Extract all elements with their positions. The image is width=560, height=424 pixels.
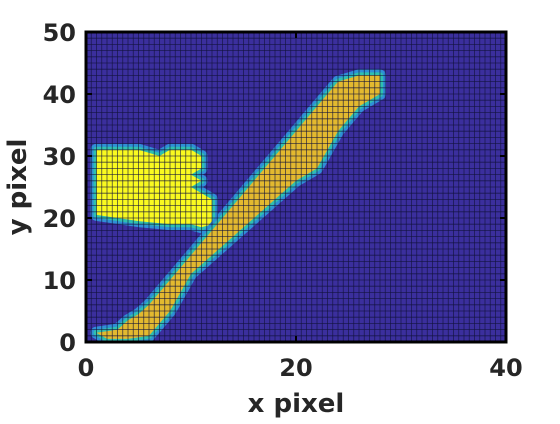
y-tick-label: 0 bbox=[59, 329, 76, 357]
y-tick-label: 30 bbox=[43, 143, 76, 171]
y-axis-label: y pixel bbox=[3, 139, 33, 236]
axis-ticks: 0 20 40 0 10 20 30 40 50 bbox=[43, 19, 523, 382]
y-tick-label: 50 bbox=[43, 19, 76, 47]
x-tick-label: 0 bbox=[78, 354, 95, 382]
y-tick-label: 10 bbox=[43, 267, 76, 295]
axis-labels: x pixel y pixel bbox=[3, 139, 344, 419]
x-tick-label: 40 bbox=[489, 354, 522, 382]
plot-area bbox=[86, 32, 506, 342]
x-axis-label: x pixel bbox=[248, 389, 345, 419]
y-tick-label: 40 bbox=[43, 81, 76, 109]
y-tick-label: 20 bbox=[43, 205, 76, 233]
x-tick-label: 20 bbox=[279, 354, 312, 382]
cell-grid bbox=[86, 32, 506, 342]
